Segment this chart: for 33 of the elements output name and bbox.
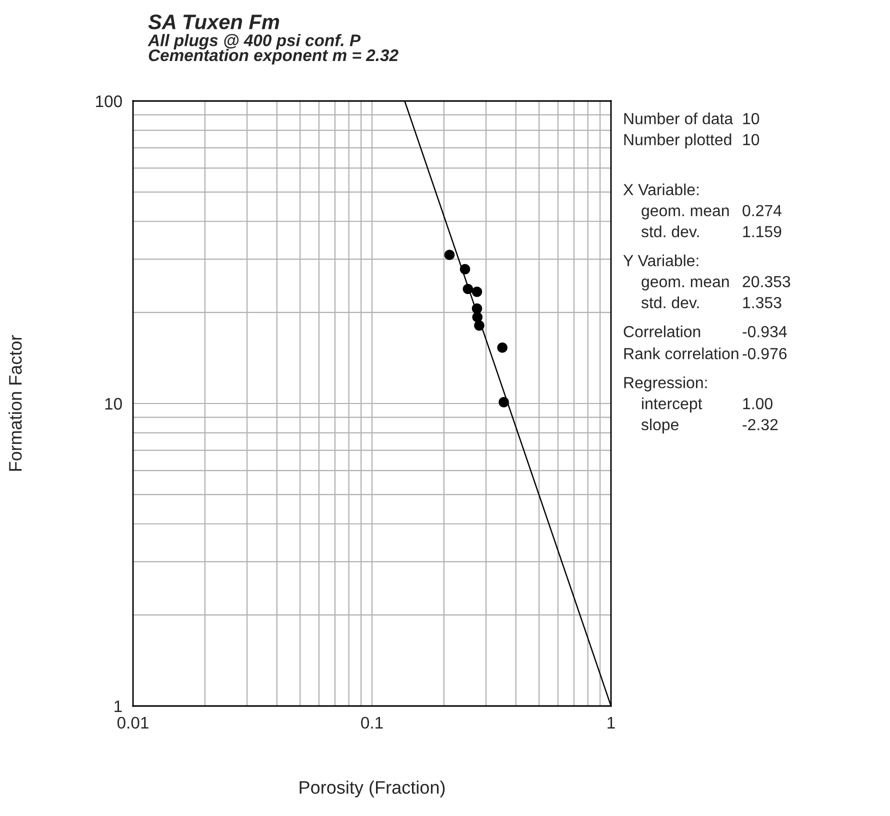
text: Regression:: [624, 376, 707, 392]
x-tick-label: 0.1: [361, 716, 383, 729]
text: 1.00: [743, 398, 772, 410]
text: 0.274: [742, 204, 782, 216]
text: std. dev.: [641, 226, 699, 238]
x-tick-label: 1: [608, 717, 615, 728]
text: geom. mean: [642, 208, 729, 220]
y-tick-label: 10: [105, 398, 122, 410]
text: Number plotted: [624, 134, 732, 148]
y-tick-label: 1: [114, 700, 122, 712]
text: 10: [743, 112, 760, 124]
text: Correlation: [624, 326, 700, 338]
text: Number of data: [624, 112, 734, 124]
text: -0.934: [742, 326, 787, 338]
text: Rank correlation: [624, 348, 738, 360]
text: 1.353: [743, 296, 782, 308]
text: Y Variable:: [623, 254, 698, 266]
chart-title: SA Tuxen Fm: [148, 14, 280, 30]
y-axis-title: Formation Factor: [8, 335, 22, 471]
text: -0.976: [742, 348, 787, 360]
text: std. dev.: [641, 296, 699, 308]
chart-subtitle: All plugs @ 400 psi conf. P Cementation exponent m = 2.32: [148, 34, 398, 64]
text: 10: [743, 134, 760, 146]
y-tick-label: 100: [96, 95, 122, 108]
text: intercept: [642, 398, 702, 412]
text: X Variable:: [623, 184, 698, 196]
text: 20.353: [742, 276, 790, 288]
text: slope: [641, 418, 678, 434]
x-tick-label: 0.01: [117, 716, 148, 729]
text: 1.159: [743, 226, 782, 238]
text: geom. mean: [642, 278, 729, 290]
text: -2.32: [742, 418, 778, 430]
x-axis-title: Porosity (Fraction): [300, 780, 445, 798]
